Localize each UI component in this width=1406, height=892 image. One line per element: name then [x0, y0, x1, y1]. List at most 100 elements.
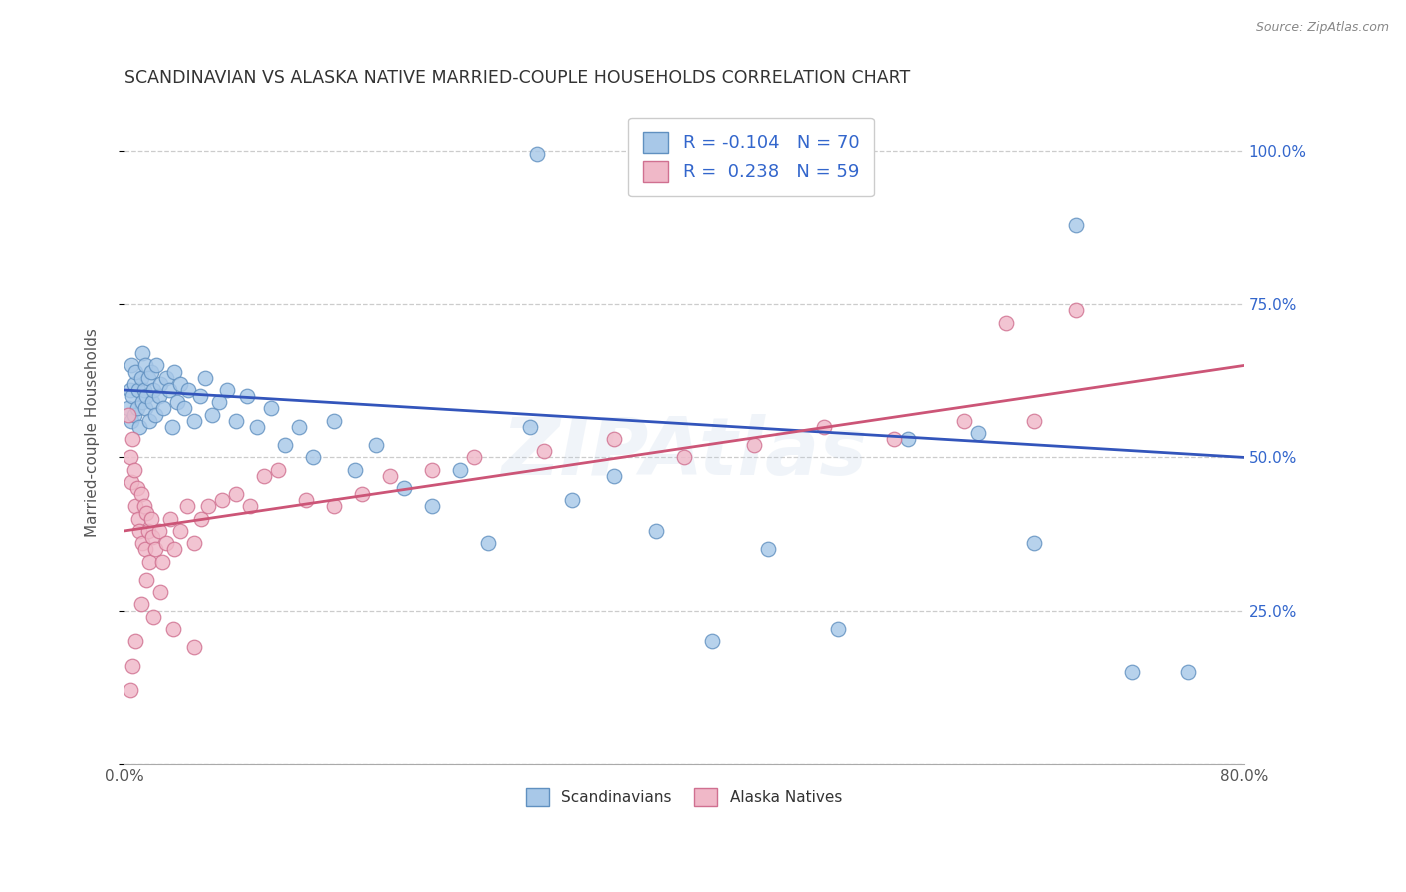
Point [756, 542, 779, 557]
Point [128, 524, 150, 538]
Point [225, 414, 247, 428]
Point [477, 536, 499, 550]
Point [302, 450, 325, 465]
Point [883, 432, 905, 446]
Point [533, 444, 555, 458]
Point [260, 401, 283, 416]
Point [131, 395, 153, 409]
Point [149, 585, 172, 599]
Point [420, 463, 443, 477]
Point [1121, 665, 1143, 679]
Point [122, 408, 145, 422]
Point [966, 425, 988, 440]
Point [253, 468, 276, 483]
Point [813, 419, 835, 434]
Point [173, 401, 195, 416]
Point [121, 658, 143, 673]
Point [143, 542, 166, 557]
Point [132, 383, 155, 397]
Point [125, 481, 148, 495]
Point [378, 468, 401, 483]
Point [177, 383, 200, 397]
Point [211, 493, 233, 508]
Point [239, 500, 262, 514]
Point [700, 634, 723, 648]
Point [561, 493, 583, 508]
Point [148, 389, 170, 403]
Point [138, 555, 160, 569]
Point [162, 622, 184, 636]
Point [169, 524, 191, 538]
Point [343, 463, 366, 477]
Point [672, 450, 695, 465]
Point [117, 401, 139, 416]
Point [150, 555, 173, 569]
Point [160, 419, 183, 434]
Point [392, 481, 415, 495]
Y-axis label: Married-couple Households: Married-couple Households [86, 328, 100, 537]
Point [603, 432, 626, 446]
Point [134, 542, 156, 557]
Point [117, 408, 139, 422]
Point [124, 500, 146, 514]
Point [322, 414, 344, 428]
Point [194, 370, 217, 384]
Point [138, 414, 160, 428]
Point [145, 359, 167, 373]
Point [120, 359, 142, 373]
Point [267, 463, 290, 477]
Point [136, 524, 159, 538]
Point [166, 395, 188, 409]
Point [183, 414, 205, 428]
Point [176, 500, 198, 514]
Point [129, 598, 152, 612]
Point [183, 640, 205, 655]
Point [420, 500, 443, 514]
Point [122, 463, 145, 477]
Point [1022, 536, 1045, 550]
Point [169, 376, 191, 391]
Point [128, 419, 150, 434]
Point [322, 500, 344, 514]
Text: SCANDINAVIAN VS ALASKA NATIVE MARRIED-COUPLE HOUSEHOLDS CORRELATION CHART: SCANDINAVIAN VS ALASKA NATIVE MARRIED-CO… [124, 69, 910, 87]
Point [1177, 665, 1199, 679]
Point [142, 609, 165, 624]
Point [155, 536, 177, 550]
Point [994, 316, 1017, 330]
Point [141, 530, 163, 544]
Point [827, 622, 849, 636]
Point [183, 536, 205, 550]
Text: Source: ZipAtlas.com: Source: ZipAtlas.com [1256, 21, 1389, 34]
Point [131, 346, 153, 360]
Point [121, 389, 143, 403]
Point [159, 511, 181, 525]
Point [148, 524, 170, 538]
Point [118, 383, 141, 397]
Point [124, 365, 146, 379]
Point [449, 463, 471, 477]
Point [131, 536, 153, 550]
Point [217, 383, 239, 397]
Point [127, 383, 149, 397]
Point [139, 511, 162, 525]
Point [208, 395, 231, 409]
Point [897, 432, 920, 446]
Point [125, 401, 148, 416]
Point [135, 389, 157, 403]
Point [188, 389, 211, 403]
Point [603, 468, 626, 483]
Point [163, 365, 186, 379]
Point [135, 573, 157, 587]
Point [139, 365, 162, 379]
Point [134, 359, 156, 373]
Point [295, 493, 318, 508]
Point [120, 475, 142, 489]
Point [127, 511, 149, 525]
Point [288, 419, 311, 434]
Point [135, 506, 157, 520]
Point [142, 383, 165, 397]
Point [155, 370, 177, 384]
Point [132, 500, 155, 514]
Point [136, 370, 159, 384]
Point [141, 395, 163, 409]
